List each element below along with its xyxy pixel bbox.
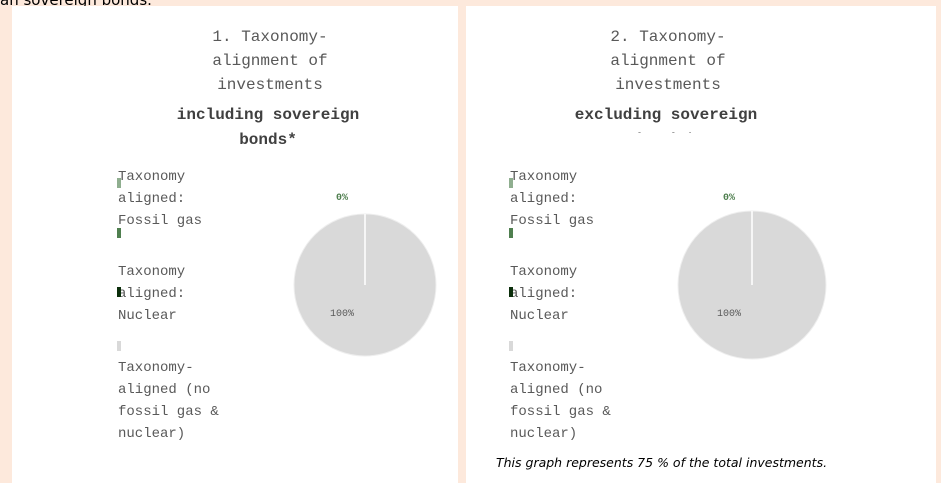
legend-label: Taxonomy-aligned (no fossil gas & nuclea… [118, 360, 219, 442]
legend-marker [117, 341, 121, 351]
text-fragment: an sovereign bonds. [0, 0, 152, 9]
chart-subtitle: excluding sovereign bonds* [574, 106, 758, 133]
legend-label: Taxonomy aligned: Nuclear [510, 264, 578, 324]
legend-marker [117, 178, 121, 188]
legend-marker [117, 287, 121, 297]
legend-marker [509, 178, 513, 188]
chart-subtitle: including sovereign bonds* [176, 106, 360, 149]
legend-label: Taxonomy-aligned (no fossil gas & nuclea… [510, 360, 611, 442]
data-label: 0% [723, 193, 735, 204]
chart-title: 2. Taxonomy-alignment of investments [610, 28, 726, 94]
footnote: This graph represents 75 % of the total … [496, 455, 828, 470]
legend-label: Taxonomy aligned: Fossil gas [118, 169, 203, 229]
legend-label: Taxonomy aligned: Fossil gas [510, 169, 595, 229]
data-label: 0% [336, 193, 348, 204]
data-label: 100% [717, 309, 741, 320]
legend-marker [509, 228, 513, 238]
legend-marker [117, 228, 121, 238]
legend-label: Taxonomy aligned: Nuclear [118, 264, 186, 324]
legend-marker [509, 341, 513, 351]
data-label: 100% [330, 309, 354, 320]
legend-marker [509, 287, 513, 297]
chart-title: 1. Taxonomy-alignment of investments [212, 28, 328, 94]
